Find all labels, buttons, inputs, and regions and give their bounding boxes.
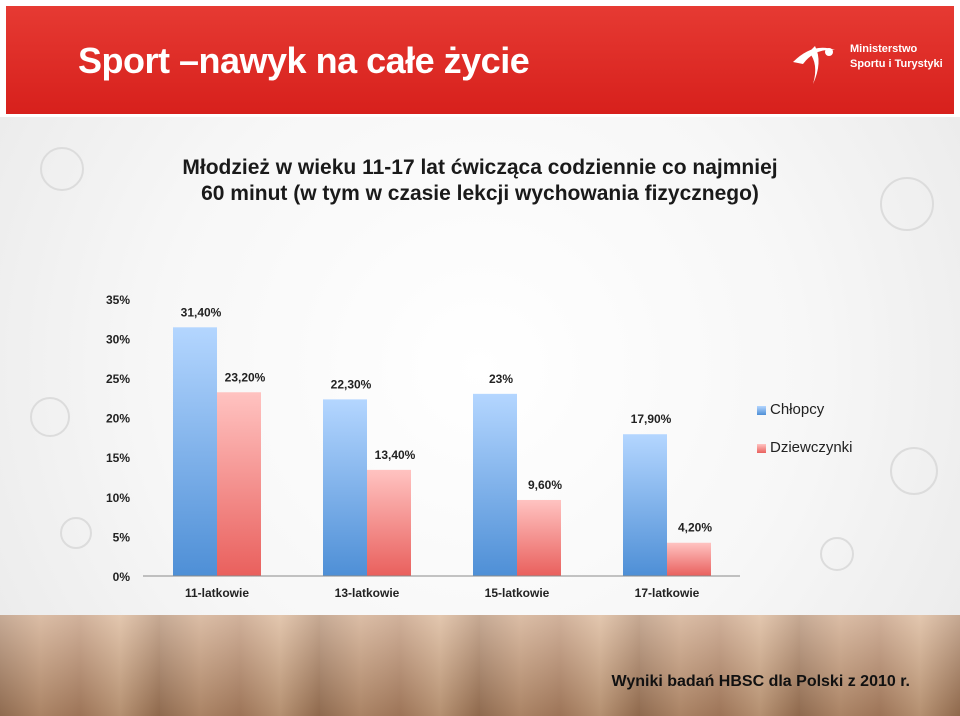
data-label-boys: 22,30% <box>331 377 372 391</box>
bar-girls <box>517 499 561 576</box>
logo-line1: Ministerstwo <box>850 43 918 55</box>
bar-girls <box>217 392 261 576</box>
x-tick-label: 13-latkowie <box>335 586 400 600</box>
legend-swatch-boys <box>757 406 766 415</box>
ministry-logo-mark-icon <box>793 46 835 84</box>
data-label-boys: 23% <box>489 372 513 386</box>
source-footer: Wyniki badań HBSC dla Polski z 2010 r. <box>611 673 910 690</box>
x-tick-label: 15-latkowie <box>485 586 550 600</box>
header: Sport –nawyk na całe życie Ministerstwo … <box>0 0 960 117</box>
data-label-boys: 17,90% <box>631 412 672 426</box>
y-tick-label: 30% <box>106 332 130 346</box>
data-label-girls: 9,60% <box>528 478 562 492</box>
logo-line2: Sportu i Turystyki <box>850 58 943 70</box>
y-tick-label: 35% <box>106 293 130 307</box>
data-label-boys: 31,40% <box>181 305 222 319</box>
wooden-floor <box>0 615 960 716</box>
y-tick-label: 10% <box>106 491 130 505</box>
x-tick-label: 17-latkowie <box>635 586 700 600</box>
y-tick-label: 15% <box>106 451 130 465</box>
bar-boys <box>623 434 667 576</box>
y-tick-label: 25% <box>106 372 130 386</box>
data-label-girls: 23,20% <box>225 370 266 384</box>
bar-boys <box>473 393 517 576</box>
y-tick-label: 0% <box>113 570 131 584</box>
header-banner: Sport –nawyk na całe życie Ministerstwo … <box>6 6 954 114</box>
y-tick-label: 20% <box>106 412 130 426</box>
legend-swatch-girls <box>757 444 766 453</box>
x-tick-label: 11-latkowie <box>185 586 249 600</box>
bar-girls <box>667 542 711 576</box>
ministry-logo-text: Ministerstwo Sportu i Turystyki <box>850 42 943 72</box>
ministry-logo: Ministerstwo Sportu i Turystyki <box>785 32 945 92</box>
bar-girls <box>367 469 411 576</box>
bar-boys <box>323 399 367 576</box>
legend-label-girls: Dziewczynki <box>770 439 853 456</box>
y-tick-label: 5% <box>113 530 131 544</box>
chart-title-line2: 60 minut (w tym w czasie lekcji wychowan… <box>201 182 759 205</box>
page-title: Sport –nawyk na całe życie <box>78 40 530 81</box>
data-label-girls: 4,20% <box>678 521 712 535</box>
data-label-girls: 13,40% <box>375 448 416 462</box>
legend-label-boys: Chłopcy <box>770 401 825 418</box>
chart-title: Młodzież w wieku 11-17 lat ćwicząca codz… <box>150 155 810 207</box>
bar-boys <box>173 327 217 576</box>
chart-title-line1: Młodzież w wieku 11-17 lat ćwicząca codz… <box>182 156 778 179</box>
